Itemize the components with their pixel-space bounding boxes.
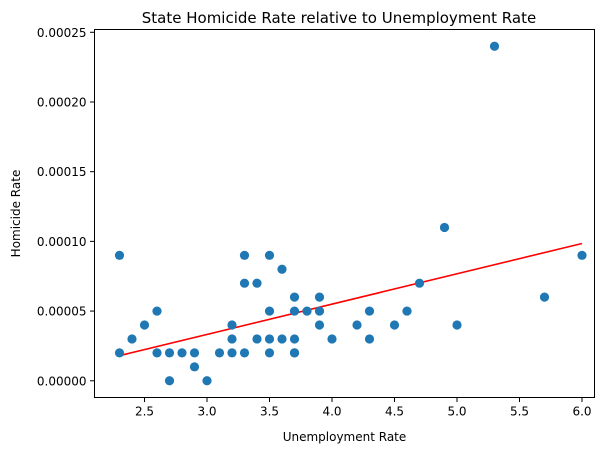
- y-tick-label: 0.00025: [37, 26, 87, 40]
- data-point: [189, 348, 200, 358]
- data-point: [389, 320, 400, 330]
- x-tick-label: 5.0: [447, 405, 466, 419]
- data-point: [289, 334, 300, 344]
- data-point: [277, 264, 287, 274]
- data-point: [302, 306, 312, 316]
- data-point: [289, 348, 300, 358]
- data-point: [402, 306, 412, 316]
- data-point: [152, 306, 162, 316]
- data-point: [277, 334, 287, 344]
- y-tick-label: 0.00010: [37, 235, 87, 249]
- data-point: [114, 250, 125, 260]
- x-tick-label: 4.0: [322, 405, 341, 419]
- data-point: [289, 292, 300, 302]
- data-point: [364, 334, 375, 344]
- y-axis: 0.00000 0.00005 0.00010 0.00015 0.00020 0.000…: [37, 26, 95, 388]
- x-tick-label: 6.0: [572, 405, 591, 419]
- data-point: [264, 348, 275, 358]
- data-point: [577, 250, 587, 260]
- data-point: [452, 320, 462, 330]
- y-tick-label: 0.00020: [37, 95, 87, 109]
- x-tick-label: 2.5: [135, 405, 154, 419]
- data-point: [289, 306, 300, 316]
- data-point: [214, 348, 225, 358]
- data-point: [414, 278, 425, 288]
- data-point: [164, 376, 175, 386]
- x-tick-label: 5.5: [510, 405, 529, 419]
- data-point: [227, 348, 237, 358]
- data-point: [152, 348, 162, 358]
- data-point: [352, 320, 362, 330]
- chart-title: State Homicide Rate relative to Unemploy…: [142, 9, 536, 27]
- y-axis-label: Homicide Rate: [9, 170, 23, 258]
- y-tick-label: 0.00005: [37, 305, 87, 319]
- data-point: [164, 348, 175, 358]
- data-point: [264, 250, 275, 260]
- data-point: [227, 320, 237, 330]
- data-point: [127, 334, 137, 344]
- data-point: [114, 348, 125, 358]
- data-point: [489, 41, 500, 51]
- y-tick-label: 0.00015: [37, 165, 87, 179]
- data-point: [202, 376, 212, 386]
- x-tick-label: 4.5: [385, 405, 404, 419]
- data-point: [314, 292, 325, 302]
- data-point: [177, 348, 187, 358]
- regression-line: [119, 242, 583, 357]
- data-point: [327, 334, 337, 344]
- data-point: [264, 306, 275, 316]
- data-point: [239, 348, 250, 358]
- data-point: [239, 278, 250, 288]
- x-axis: 2.5 3.0 3.5 4.0 4.5 5.0 5.5 6.0: [135, 397, 592, 419]
- data-point: [239, 250, 250, 260]
- data-point: [252, 334, 262, 344]
- data-point: [139, 320, 150, 330]
- x-tick-label: 3.0: [197, 405, 216, 419]
- data-point: [227, 334, 237, 344]
- data-point: [264, 334, 275, 344]
- data-point: [314, 320, 325, 330]
- axes-frame: [94, 29, 595, 398]
- data-point: [314, 306, 325, 316]
- points-layer: [114, 41, 587, 386]
- data-point: [439, 222, 450, 233]
- data-point: [189, 362, 200, 372]
- data-point: [539, 292, 550, 302]
- data-point: [364, 306, 375, 316]
- data-point: [252, 278, 262, 288]
- x-tick-label: 3.5: [260, 405, 279, 419]
- fit-line-layer: [119, 242, 583, 357]
- y-tick-label: 0.00000: [37, 374, 87, 388]
- x-axis-label: Unemployment Rate: [283, 430, 407, 444]
